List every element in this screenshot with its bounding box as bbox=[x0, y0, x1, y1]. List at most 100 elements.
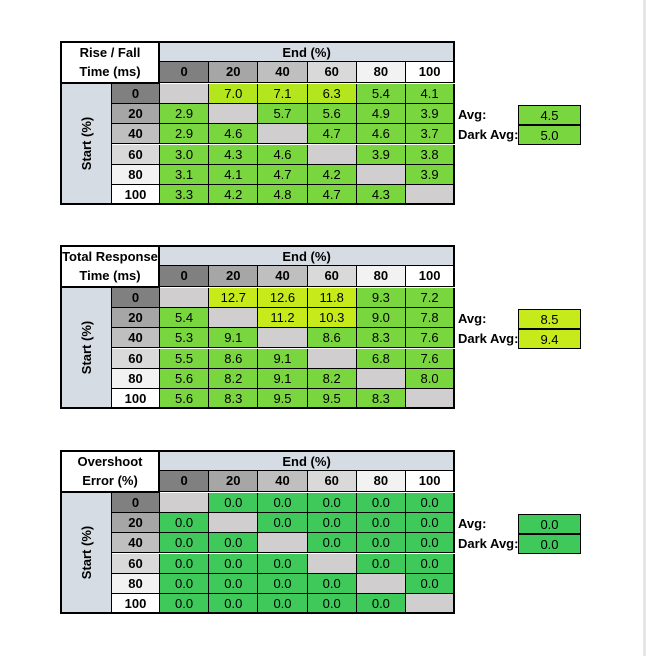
row-header: 0 bbox=[112, 83, 160, 104]
start-percent-header: Start (%) bbox=[60, 83, 112, 206]
value-cell: 9.1 bbox=[258, 348, 308, 369]
column-header: 60 bbox=[307, 266, 357, 287]
value-cell: 3.9 bbox=[406, 164, 456, 186]
value-cell: 0.0 bbox=[258, 594, 308, 615]
value-cell bbox=[209, 307, 259, 329]
row-header: 0 bbox=[112, 287, 160, 308]
value-cell: 8.0 bbox=[406, 368, 456, 390]
value-cell: 9.5 bbox=[258, 389, 308, 410]
value-cell: 4.3 bbox=[209, 144, 259, 165]
value-cell: 9.5 bbox=[307, 389, 357, 410]
column-header: 20 bbox=[209, 62, 259, 83]
value-cell: 3.1 bbox=[160, 164, 210, 186]
value-cell: 0.0 bbox=[356, 492, 406, 513]
value-cell: 0.0 bbox=[356, 594, 406, 615]
row-header: 100 bbox=[112, 185, 160, 206]
sheet-border bbox=[643, 0, 646, 656]
start-percent-label: Start (%) bbox=[79, 525, 95, 580]
value-cell: 4.7 bbox=[307, 124, 357, 145]
dark-avg-value: 9.4 bbox=[518, 329, 581, 350]
value-cell: 0.0 bbox=[356, 512, 406, 534]
value-cell: 0.0 bbox=[160, 533, 210, 554]
value-cell: 5.6 bbox=[160, 368, 210, 390]
column-header: 0 bbox=[160, 471, 210, 492]
column-header: 60 bbox=[307, 471, 357, 492]
value-cell: 0.0 bbox=[209, 492, 259, 513]
value-cell: 8.2 bbox=[209, 368, 259, 390]
value-cell: 5.6 bbox=[160, 389, 210, 410]
value-cell: 7.0 bbox=[209, 83, 259, 104]
end-percent-header: End (%) bbox=[160, 450, 456, 472]
value-cell: 0.0 bbox=[356, 533, 406, 554]
row-header: 80 bbox=[112, 368, 160, 390]
value-cell: 3.8 bbox=[406, 144, 456, 165]
table-title-line1: Total Response bbox=[62, 249, 158, 265]
value-cell: 12.6 bbox=[258, 287, 308, 308]
value-cell bbox=[160, 83, 210, 104]
row-header: 60 bbox=[112, 348, 160, 369]
value-cell: 8.2 bbox=[307, 368, 357, 390]
avg-value: 0.0 bbox=[518, 513, 581, 535]
value-cell: 5.6 bbox=[307, 103, 357, 125]
column-header: 100 bbox=[406, 266, 456, 287]
value-cell: 0.0 bbox=[307, 533, 357, 554]
value-cell: 0.0 bbox=[209, 553, 259, 574]
dark-avg-label: Dark Avg: bbox=[458, 536, 519, 552]
value-cell: 0.0 bbox=[307, 573, 357, 595]
value-cell: 8.6 bbox=[209, 348, 259, 369]
row-header: 40 bbox=[112, 328, 160, 349]
column-header: 40 bbox=[258, 266, 308, 287]
value-cell: 2.9 bbox=[160, 124, 210, 145]
table-title: Total Response Time (ms) bbox=[60, 245, 160, 288]
value-cell: 3.7 bbox=[406, 124, 456, 145]
start-percent-label: Start (%) bbox=[79, 116, 95, 171]
row-header: 20 bbox=[112, 512, 160, 534]
value-cell: 5.4 bbox=[160, 307, 210, 329]
value-cell: 0.0 bbox=[307, 594, 357, 615]
avg-label: Avg: bbox=[458, 310, 487, 326]
value-cell: 0.0 bbox=[258, 492, 308, 513]
value-cell: 9.3 bbox=[356, 287, 406, 308]
value-cell: 9.0 bbox=[356, 307, 406, 329]
value-cell: 7.8 bbox=[406, 307, 456, 329]
table-title-line2: Time (ms) bbox=[79, 64, 141, 80]
table-title-line1: Overshoot bbox=[77, 454, 143, 470]
column-header: 80 bbox=[356, 471, 406, 492]
dark-avg-label: Dark Avg: bbox=[458, 127, 519, 143]
value-cell bbox=[307, 553, 357, 574]
table-title-line1: Rise / Fall bbox=[79, 45, 141, 61]
table-title: Rise / Fall Time (ms) bbox=[60, 41, 160, 84]
value-cell: 3.3 bbox=[160, 185, 210, 206]
value-cell: 4.6 bbox=[209, 124, 259, 145]
value-cell: 7.6 bbox=[406, 348, 456, 369]
dark-avg-value: 0.0 bbox=[518, 534, 581, 555]
value-cell bbox=[307, 348, 357, 369]
value-cell: 0.0 bbox=[209, 533, 259, 554]
table-title-line2: Error (%) bbox=[82, 473, 138, 489]
avg-label: Avg: bbox=[458, 106, 487, 122]
avg-label: Avg: bbox=[458, 515, 487, 531]
value-cell: 0.0 bbox=[307, 512, 357, 534]
value-cell: 0.0 bbox=[406, 512, 456, 534]
value-cell bbox=[160, 492, 210, 513]
value-cell: 4.1 bbox=[406, 83, 456, 104]
dark-avg-value: 5.0 bbox=[518, 125, 581, 146]
value-cell: 10.3 bbox=[307, 307, 357, 329]
value-cell: 0.0 bbox=[160, 594, 210, 615]
start-percent-label: Start (%) bbox=[79, 320, 95, 375]
value-cell: 8.3 bbox=[209, 389, 259, 410]
value-cell: 0.0 bbox=[160, 573, 210, 595]
value-cell: 3.9 bbox=[356, 144, 406, 165]
avg-value: 4.5 bbox=[518, 104, 581, 126]
value-cell: 8.3 bbox=[356, 389, 406, 410]
value-cell: 4.6 bbox=[356, 124, 406, 145]
value-cell bbox=[356, 164, 406, 186]
row-header: 40 bbox=[112, 533, 160, 554]
value-cell bbox=[356, 368, 406, 390]
value-cell: 4.8 bbox=[258, 185, 308, 206]
value-cell: 8.3 bbox=[356, 328, 406, 349]
value-cell bbox=[258, 328, 308, 349]
end-percent-header: End (%) bbox=[160, 245, 456, 267]
value-cell: 3.9 bbox=[406, 103, 456, 125]
row-header: 40 bbox=[112, 124, 160, 145]
